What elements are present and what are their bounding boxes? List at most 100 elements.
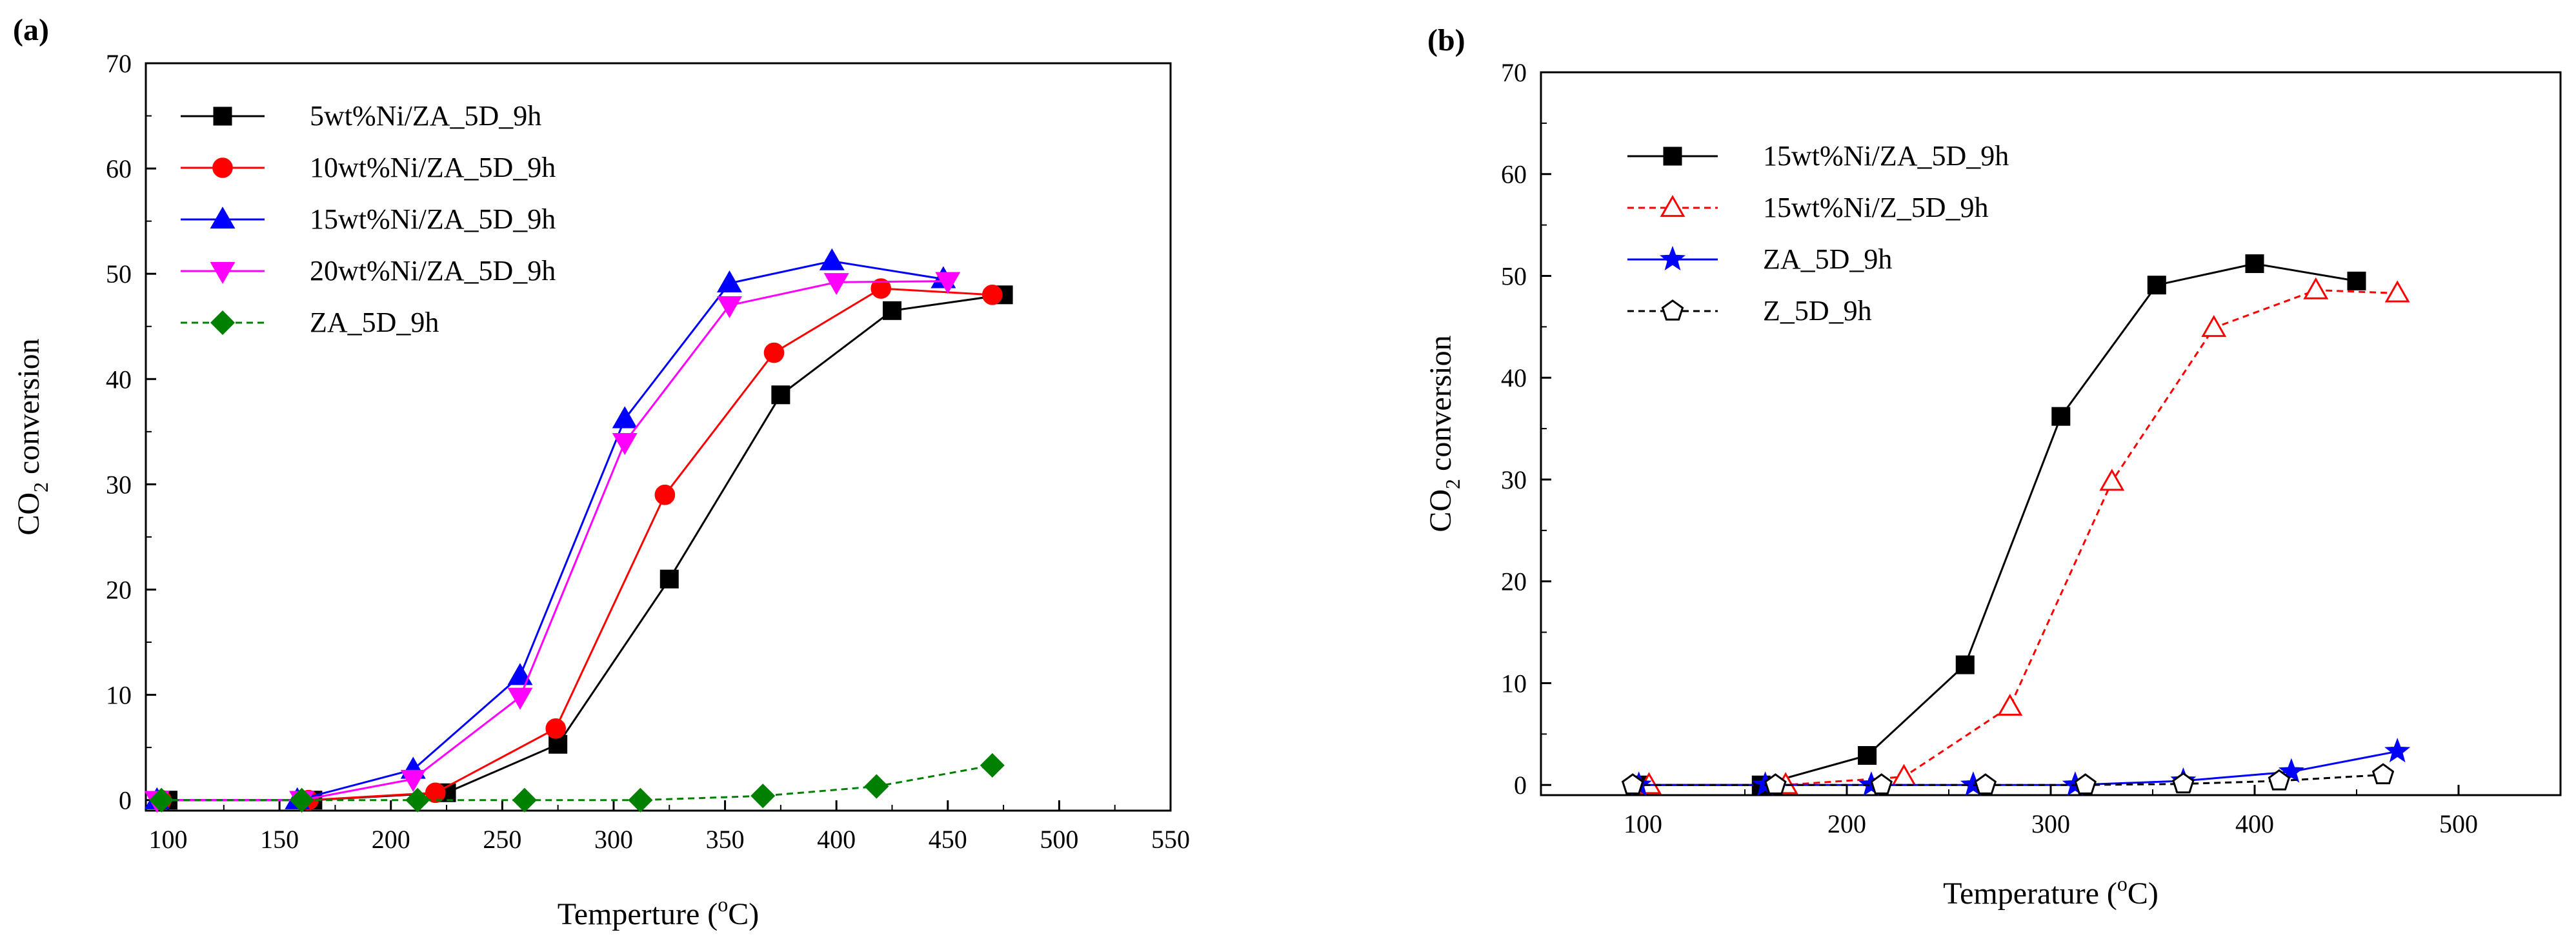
x-tick-label: 200	[372, 825, 410, 854]
legend-marker	[210, 261, 236, 284]
y-tick-label: 0	[1514, 771, 1527, 800]
data-point	[1858, 745, 1877, 765]
data-point	[2384, 280, 2410, 303]
legend-label: 15wt%Ni/Z_5D_9h	[1763, 192, 1989, 223]
data-point	[763, 342, 785, 363]
legend-label: 10wt%Ni/ZA_5D_9h	[310, 152, 556, 183]
data-point	[289, 787, 314, 813]
legend-label: 5wt%Ni/ZA_5D_9h	[310, 100, 541, 132]
series-line	[157, 280, 948, 802]
data-point	[716, 296, 742, 319]
y-tick-label: 40	[106, 365, 132, 394]
y-tick-label: 10	[1501, 669, 1527, 698]
legend-label: ZA_5D_9h	[310, 307, 439, 338]
data-point	[545, 718, 567, 739]
data-point	[149, 787, 174, 813]
data-point	[507, 663, 533, 685]
data-point	[654, 484, 676, 505]
y-axis-label: CO2 conversion	[1424, 335, 1464, 532]
y-tick-label: 50	[1501, 261, 1527, 290]
x-axis-label: Temperature (oC)	[1943, 872, 2158, 911]
x-tick-label: 250	[483, 825, 521, 854]
legend-label: Z_5D_9h	[1763, 295, 1872, 327]
data-point	[425, 782, 446, 804]
data-point	[819, 248, 845, 270]
y-axis-label: CO2 conversion	[12, 338, 52, 535]
data-point	[2201, 315, 2227, 338]
data-point	[612, 432, 638, 456]
x-tick-label: 150	[260, 825, 299, 854]
plot-frame	[145, 62, 1172, 812]
data-point	[512, 787, 537, 813]
data-point	[2303, 277, 2329, 299]
data-point	[1891, 764, 1917, 786]
y-axis-label-text: CO	[1424, 489, 1458, 532]
data-point	[1621, 773, 1644, 794]
x-tick-label: 550	[1151, 825, 1190, 854]
data-point	[1997, 693, 2023, 716]
legend-marker	[1661, 299, 1684, 321]
y-axis-label-text: CO	[12, 492, 46, 536]
legend-marker	[210, 207, 236, 229]
data-point	[716, 270, 742, 293]
data-point	[2278, 758, 2304, 783]
data-point	[612, 406, 638, 429]
series-line	[1649, 289, 2398, 786]
series-line	[157, 260, 944, 802]
legend-marker	[1660, 195, 1685, 218]
data-point	[2074, 773, 2097, 794]
y-tick-label: 0	[119, 786, 132, 815]
x-tick-label: 100	[1624, 809, 1662, 838]
y-tick-label: 20	[106, 575, 132, 604]
y-tick-label: 70	[1501, 58, 1527, 87]
data-point	[2371, 763, 2395, 785]
series-line	[1633, 774, 2384, 786]
series-0	[159, 285, 1013, 810]
x-tick-label: 200	[1827, 809, 1866, 838]
series-3	[1621, 763, 2395, 794]
x-tick-label: 400	[817, 825, 856, 854]
data-point	[2147, 276, 2166, 295]
legend-label: ZA_5D_9h	[1763, 243, 1892, 275]
x-axis-label-unit: C)	[728, 897, 759, 931]
legend-marker	[210, 310, 236, 336]
legend-label: 20wt%Ni/ZA_5D_9h	[310, 255, 556, 287]
series-line	[1638, 263, 2357, 786]
x-tick-label: 350	[706, 825, 745, 854]
y-tick-label: 60	[1501, 160, 1527, 189]
data-point	[771, 385, 790, 405]
series-4	[149, 753, 1005, 813]
y-axis-label-subscript: 2	[29, 482, 52, 492]
y-tick-label: 30	[106, 470, 132, 499]
y-tick-label: 30	[1501, 465, 1527, 494]
x-tick-label: 300	[2031, 809, 2070, 838]
data-point	[982, 285, 1003, 305]
series-2	[1625, 738, 2411, 796]
data-point	[1764, 773, 1787, 794]
x-tick-label: 300	[594, 825, 633, 854]
data-point	[882, 301, 901, 320]
series-line	[168, 294, 1004, 802]
series-line	[161, 764, 993, 802]
data-point	[935, 272, 961, 294]
series-line	[161, 287, 992, 802]
x-axis-label: Temperture (oC)	[558, 893, 760, 931]
x-axis-label-text: Temperture (	[558, 897, 718, 931]
legend-marker	[212, 157, 233, 178]
panel-label: (b)	[1427, 23, 1465, 57]
y-tick-label: 50	[106, 259, 132, 288]
legend-label: 15wt%Ni/ZA_5D_9h	[1763, 140, 2009, 172]
data-point	[2172, 772, 2195, 794]
y-tick-label: 10	[106, 681, 132, 710]
y-axis-label-rest: conversion	[1424, 335, 1458, 479]
x-tick-label: 100	[149, 825, 188, 854]
y-tick-label: 60	[106, 154, 132, 183]
data-point	[2347, 271, 2366, 290]
data-point	[507, 687, 533, 710]
x-axis-label-text: Temperature (	[1943, 876, 2117, 911]
data-point	[2051, 407, 2071, 426]
data-point	[2384, 738, 2411, 763]
data-point	[659, 569, 679, 589]
y-tick-label: 70	[106, 49, 132, 78]
